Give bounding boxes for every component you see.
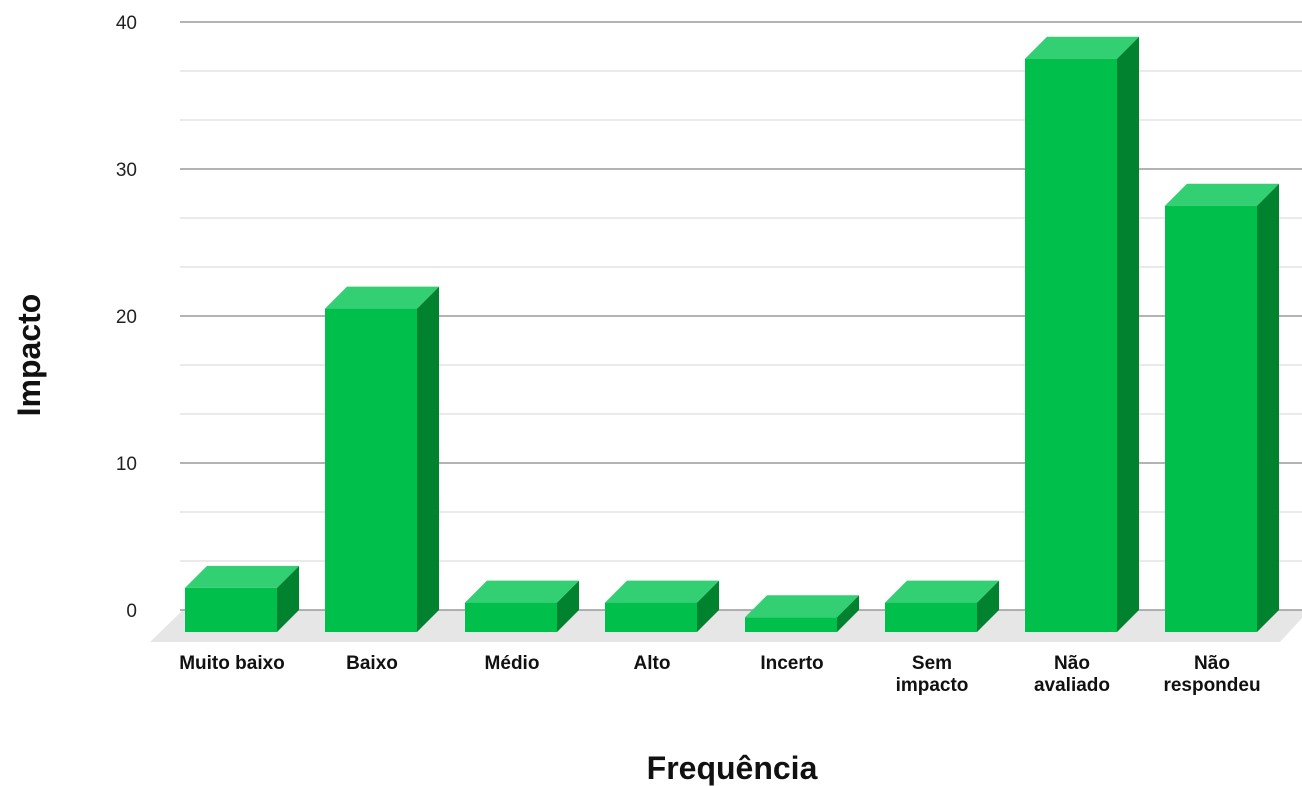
bar-top-face [1025, 36, 1139, 59]
bar [605, 580, 719, 632]
bar [465, 580, 579, 632]
y-tick-label: 40 [116, 13, 137, 34]
bar-side-face [977, 580, 999, 632]
bar-top-face [605, 580, 719, 603]
bar-top-face [1165, 183, 1279, 206]
bar [745, 595, 859, 632]
x-category-label: Alto [634, 653, 671, 674]
bar-front-face [465, 602, 557, 632]
bar [1025, 36, 1139, 632]
chart-floor [150, 610, 1302, 642]
bars [185, 36, 1279, 632]
bar [185, 565, 299, 632]
bar-top-face [885, 580, 999, 603]
y-tick-label: 20 [116, 307, 137, 328]
bar-front-face [1165, 205, 1257, 632]
bar-top-face [465, 580, 579, 603]
bar-side-face [277, 565, 299, 632]
x-axis-categories: Muito baixo Baixo Médio Alto Incerto Sem impac… [179, 653, 1260, 696]
y-tick-label: 10 [116, 454, 137, 475]
bar-top-face [745, 595, 859, 618]
bar-front-face [185, 587, 277, 632]
bar-side-face [417, 286, 439, 632]
bar [1165, 183, 1279, 632]
x-category-label: Baixo [346, 653, 398, 674]
bar-side-face [697, 580, 719, 632]
x-category-label: Não avaliado [1034, 653, 1110, 696]
y-axis-ticks: 0 10 20 30 40 [116, 13, 137, 622]
bar-top-face [185, 565, 299, 588]
x-category-label: Não respondeu [1163, 653, 1260, 696]
bar-side-face [557, 580, 579, 632]
chart-floor-layer [150, 610, 1302, 642]
y-tick-label: 0 [126, 601, 137, 622]
x-category-label: Sem impacto [896, 653, 969, 696]
bar [325, 286, 439, 632]
x-axis-title: Frequência [647, 750, 818, 786]
x-category-label: Muito baixo [179, 653, 285, 674]
bar-side-face [1117, 36, 1139, 632]
bar-top-face [325, 286, 439, 309]
y-tick-label: 30 [116, 160, 137, 181]
x-category-label: Médio [485, 653, 540, 674]
bar-front-face [1025, 58, 1117, 632]
bar [885, 580, 999, 632]
bar-front-face [605, 602, 697, 632]
y-axis-title: Impacto [11, 294, 47, 417]
bar-side-face [1257, 183, 1279, 632]
bar-side-face [837, 595, 859, 632]
bar-front-face [745, 617, 837, 632]
x-category-label: Incerto [760, 653, 823, 674]
bar-front-face [885, 602, 977, 632]
bar-front-face [325, 308, 417, 632]
